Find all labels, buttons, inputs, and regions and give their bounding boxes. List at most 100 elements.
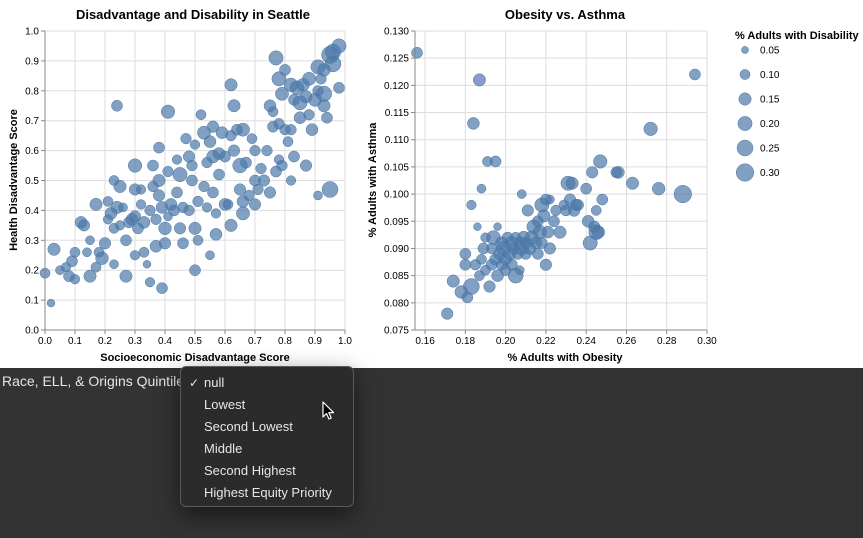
- legend-label: 0.15: [760, 95, 780, 106]
- scatter-point: [252, 183, 264, 196]
- dropdown-option-second-lowest[interactable]: Second Lowest: [181, 416, 353, 438]
- scatter-point: [203, 135, 217, 148]
- scatter-point: [227, 99, 241, 113]
- scatter-point: [521, 204, 534, 217]
- scatter-point: [102, 196, 114, 207]
- scatter-point: [493, 222, 502, 231]
- scatter-point: [173, 222, 187, 235]
- y-tick-label: 0.120: [384, 81, 409, 92]
- dropdown-option-second-highest[interactable]: Second Highest: [181, 460, 353, 482]
- x-tick-label: 0.3: [128, 336, 142, 347]
- scatter-point: [192, 195, 204, 207]
- scatter-point: [82, 247, 92, 258]
- scatter-point: [473, 222, 482, 231]
- x-tick-label: 0.5: [188, 336, 202, 347]
- scatter-point: [321, 111, 333, 124]
- legend-size-symbol: [739, 69, 751, 80]
- scatter-point: [152, 174, 166, 187]
- scatter-point: [543, 242, 556, 255]
- scatter-point: [572, 199, 584, 211]
- chart2-grid: [415, 30, 708, 331]
- option-label: Highest Equity Priority: [204, 485, 332, 500]
- scatter-point: [135, 184, 147, 195]
- scatter-point: [483, 280, 496, 293]
- quintile-dropdown-menu[interactable]: ✓ null Lowest Second Lowest Middle Second…: [180, 366, 354, 507]
- scatter-point: [210, 208, 222, 219]
- legend-label: 0.20: [760, 119, 780, 130]
- scatter-point: [257, 174, 271, 187]
- scatter-point: [119, 269, 133, 283]
- scatter-point: [128, 210, 142, 223]
- scatter-point: [612, 166, 625, 179]
- dropdown-option-middle[interactable]: Middle: [181, 438, 353, 460]
- scatter-point: [593, 154, 608, 169]
- y-tick-label: 0.1: [25, 296, 39, 307]
- scatter-point: [441, 307, 454, 320]
- x-tick-label: 1.0: [338, 336, 352, 347]
- legend-label: 0.10: [760, 70, 780, 81]
- scatter-point: [591, 225, 605, 239]
- x-tick-label: 0.2: [98, 336, 112, 347]
- scatter-point: [321, 181, 339, 198]
- y-tick-label: 0.8: [25, 86, 39, 97]
- scatter-point: [316, 85, 332, 102]
- scatter-point: [233, 183, 247, 196]
- y-tick-label: 0.075: [384, 326, 409, 337]
- scatter-point: [192, 234, 204, 246]
- y-tick-label: 0.130: [384, 27, 409, 38]
- scatter-point: [491, 269, 504, 282]
- scatter-point: [240, 156, 252, 169]
- scatter-point: [411, 46, 423, 59]
- legend-size-symbol: [738, 92, 752, 106]
- scatter-point: [213, 168, 225, 181]
- quintile-select-label: Race, ELL, & Origins Quintile: [2, 373, 185, 389]
- scatter-point: [46, 298, 56, 308]
- x-tick-label: 0.1: [68, 336, 82, 347]
- y-tick-label: 0.6: [25, 146, 39, 157]
- scatter-point: [111, 99, 123, 112]
- charts-svg: 0.0 0.1 0.2 0.3 0.4 0.5 0.6 0.7 0.8 0.9 1.00.00.10…: [8, 7, 860, 364]
- scatter-point: [109, 259, 119, 269]
- scatter-point: [249, 145, 261, 157]
- y-tick-label: 0.080: [384, 298, 409, 309]
- y-tick-label: 0.3: [25, 236, 39, 247]
- scatter-point: [85, 235, 95, 246]
- scatter-point: [255, 162, 267, 175]
- legend-size-symbol: [741, 46, 749, 54]
- y-tick-label: 0.105: [384, 162, 409, 173]
- scatter-point: [183, 204, 195, 216]
- dropdown-option-null[interactable]: ✓ null: [181, 372, 353, 394]
- scatter-point: [565, 176, 579, 190]
- scatter-point: [317, 99, 331, 113]
- scatter-point: [195, 109, 207, 121]
- scatter-point: [47, 242, 61, 256]
- x-tick-label: 0.22: [536, 336, 556, 347]
- scatter-point: [198, 180, 210, 193]
- scatter-point: [302, 71, 316, 86]
- scatter-point: [463, 278, 480, 295]
- legend-label: 0.25: [760, 144, 780, 155]
- scatter-point: [626, 176, 639, 190]
- dropdown-option-highest-equity-priority[interactable]: Highest Equity Priority: [181, 482, 353, 504]
- scatter-point: [205, 250, 215, 261]
- scatter-point: [152, 189, 166, 202]
- scatter-point: [532, 248, 544, 260]
- scatter-point: [643, 121, 658, 136]
- scatter-point: [331, 38, 347, 54]
- option-label: Lowest: [204, 397, 246, 412]
- scatter-point: [514, 265, 525, 275]
- scatter-point: [267, 106, 279, 118]
- x-tick-label: 0.18: [456, 336, 476, 347]
- chart1-ticks: 0.0 0.1 0.2 0.3 0.4 0.5 0.6 0.7 0.8 0.9 1.0 0.0 0.1 0…: [25, 27, 352, 348]
- x-tick-label: 0.7: [248, 336, 262, 347]
- scatter-point: [188, 221, 202, 235]
- scatter-point: [299, 159, 313, 172]
- scatter-point: [446, 274, 460, 288]
- scatter-point: [596, 193, 609, 206]
- scatter-point: [313, 190, 323, 201]
- scatter-point: [144, 277, 156, 288]
- x-tick-label: 0.16: [415, 336, 435, 347]
- scatter-point: [263, 186, 277, 199]
- chart2-x-axis-label: % Adults with Obesity: [507, 352, 623, 364]
- dropdown-option-lowest[interactable]: Lowest: [181, 394, 353, 416]
